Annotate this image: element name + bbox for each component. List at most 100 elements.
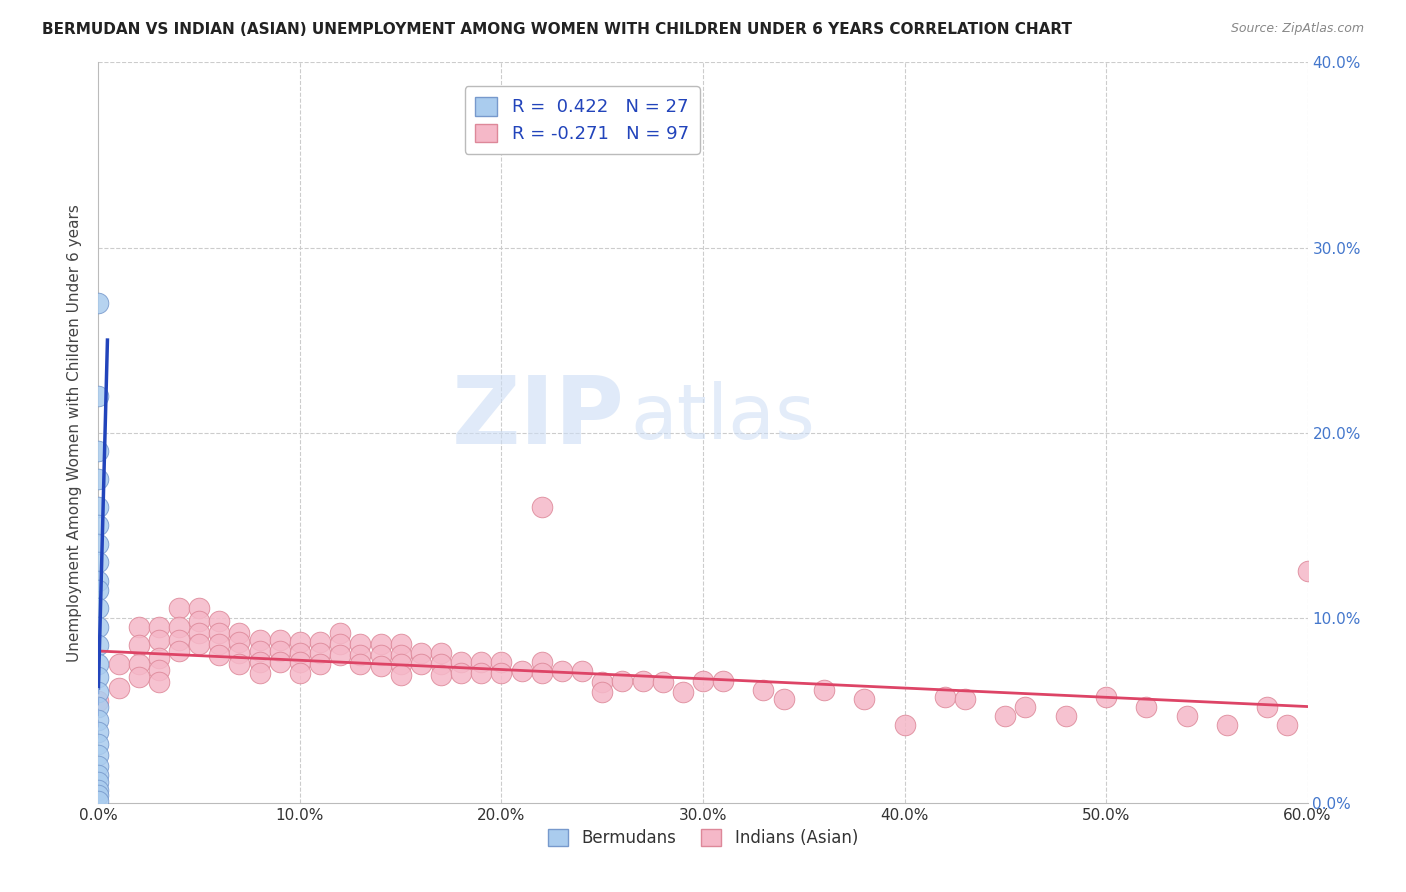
Point xyxy=(309,657,332,671)
Point xyxy=(288,666,311,681)
Text: atlas: atlas xyxy=(630,381,815,455)
Point xyxy=(430,668,453,682)
Point xyxy=(409,657,432,671)
Point xyxy=(228,625,250,640)
Point xyxy=(591,685,613,699)
Text: BERMUDAN VS INDIAN (ASIAN) UNEMPLOYMENT AMONG WOMEN WITH CHILDREN UNDER 6 YEARS : BERMUDAN VS INDIAN (ASIAN) UNEMPLOYMENT … xyxy=(42,22,1073,37)
Point xyxy=(87,775,110,789)
Point xyxy=(148,651,170,665)
Point xyxy=(128,670,150,684)
Point xyxy=(349,648,371,662)
Point xyxy=(128,657,150,671)
Point xyxy=(389,637,412,651)
Point xyxy=(87,444,110,458)
Point xyxy=(148,663,170,677)
Point xyxy=(450,655,472,669)
Point xyxy=(87,789,110,803)
Point xyxy=(288,646,311,660)
Point xyxy=(409,646,432,660)
Point xyxy=(107,657,129,671)
Point xyxy=(571,665,593,679)
Point xyxy=(148,620,170,634)
Point xyxy=(87,782,110,797)
Point xyxy=(370,637,392,651)
Point xyxy=(167,601,190,615)
Point xyxy=(228,646,250,660)
Point xyxy=(87,536,110,550)
Point xyxy=(167,644,190,658)
Point xyxy=(430,657,453,671)
Point xyxy=(87,574,110,588)
Point xyxy=(430,646,453,660)
Point xyxy=(148,632,170,647)
Point xyxy=(87,582,110,597)
Point xyxy=(1296,565,1319,579)
Point xyxy=(389,648,412,662)
Point xyxy=(249,644,271,658)
Text: ZIP: ZIP xyxy=(451,372,624,464)
Point xyxy=(530,500,553,514)
Point xyxy=(370,648,392,662)
Point xyxy=(772,692,794,706)
Point xyxy=(87,699,110,714)
Point xyxy=(208,625,231,640)
Point xyxy=(329,625,352,640)
Point xyxy=(1256,699,1278,714)
Point xyxy=(309,646,332,660)
Point xyxy=(711,673,734,688)
Point xyxy=(1135,699,1157,714)
Point xyxy=(249,666,271,681)
Point xyxy=(1054,708,1077,723)
Point xyxy=(208,648,231,662)
Point xyxy=(1095,690,1118,705)
Point xyxy=(309,634,332,648)
Y-axis label: Unemployment Among Women with Children Under 6 years: Unemployment Among Women with Children U… xyxy=(67,203,83,662)
Point xyxy=(288,655,311,669)
Point xyxy=(349,657,371,671)
Point xyxy=(672,685,695,699)
Point xyxy=(87,388,110,402)
Point xyxy=(87,555,110,569)
Legend: Bermudans, Indians (Asian): Bermudans, Indians (Asian) xyxy=(541,822,865,854)
Point xyxy=(87,601,110,615)
Point xyxy=(349,637,371,651)
Point xyxy=(249,655,271,669)
Point xyxy=(953,692,976,706)
Point xyxy=(1014,699,1036,714)
Point xyxy=(269,655,291,669)
Point xyxy=(228,634,250,648)
Point xyxy=(87,472,110,486)
Point xyxy=(752,682,775,697)
Point xyxy=(167,620,190,634)
Point xyxy=(87,657,110,671)
Point xyxy=(470,666,492,681)
Point xyxy=(551,665,574,679)
Text: Source: ZipAtlas.com: Source: ZipAtlas.com xyxy=(1230,22,1364,36)
Point xyxy=(87,794,110,808)
Point xyxy=(87,500,110,514)
Point xyxy=(1216,718,1239,732)
Point xyxy=(470,655,492,669)
Point xyxy=(228,657,250,671)
Point xyxy=(249,632,271,647)
Point xyxy=(329,648,352,662)
Point xyxy=(87,670,110,684)
Point xyxy=(87,713,110,727)
Point xyxy=(389,657,412,671)
Point xyxy=(128,620,150,634)
Point xyxy=(188,637,211,651)
Point xyxy=(370,658,392,673)
Point xyxy=(208,615,231,629)
Point xyxy=(188,625,211,640)
Point xyxy=(269,632,291,647)
Point xyxy=(994,708,1017,723)
Point xyxy=(934,690,956,705)
Point xyxy=(87,747,110,762)
Point xyxy=(87,758,110,772)
Point xyxy=(87,639,110,653)
Point xyxy=(1277,718,1299,732)
Point xyxy=(87,694,110,708)
Point xyxy=(389,668,412,682)
Point xyxy=(87,518,110,533)
Point xyxy=(813,682,835,697)
